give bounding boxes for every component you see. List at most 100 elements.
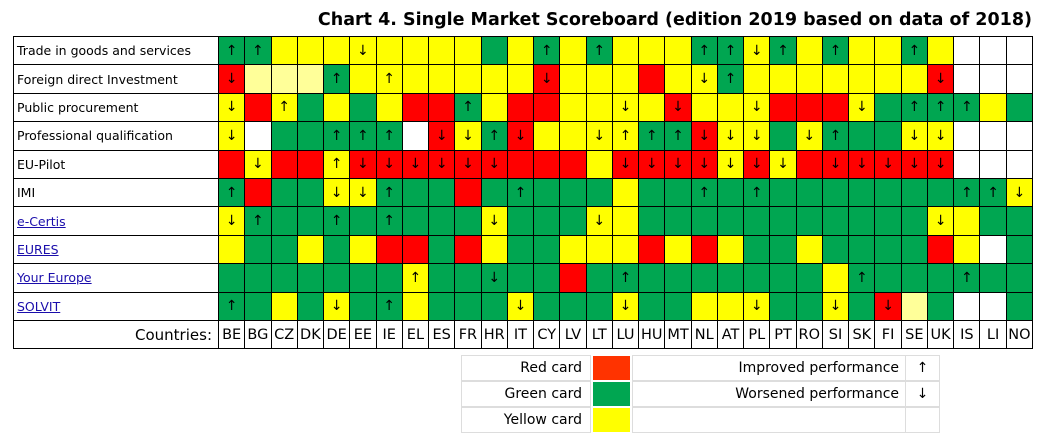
score-cell bbox=[506, 92, 535, 123]
trend-arrow: ↑ bbox=[908, 99, 921, 116]
score-cell bbox=[690, 92, 718, 123]
country-code: ES bbox=[432, 326, 451, 343]
score-cell bbox=[743, 206, 771, 236]
score-cell bbox=[296, 263, 325, 293]
score-cell: ↑ bbox=[375, 206, 403, 236]
score-cell: ↑ bbox=[979, 178, 1007, 208]
score-cell bbox=[979, 263, 1007, 293]
score-cell bbox=[848, 121, 876, 151]
score-cell bbox=[664, 36, 692, 66]
score-cell bbox=[349, 64, 377, 94]
score-cell: ↓ bbox=[664, 92, 692, 123]
country-code: EL bbox=[406, 326, 425, 343]
score-cell: ↓ bbox=[480, 149, 508, 179]
score-cell: ↓ bbox=[506, 121, 535, 151]
country-code: SI bbox=[828, 326, 843, 343]
score-cell: ↑ bbox=[690, 36, 718, 66]
country-code: BG bbox=[247, 326, 269, 343]
trend-arrow: ↑ bbox=[698, 184, 711, 201]
score-cell bbox=[1005, 121, 1033, 151]
score-cell bbox=[1005, 234, 1033, 265]
country-cell: LV bbox=[559, 320, 587, 350]
trend-arrow: ↑ bbox=[225, 184, 238, 201]
score-cell bbox=[401, 36, 430, 66]
row-label-cell: Your Europe bbox=[13, 263, 219, 293]
score-cell bbox=[428, 206, 456, 236]
score-cell: ↓ bbox=[690, 121, 718, 151]
score-cell bbox=[349, 234, 377, 265]
country-code: PT bbox=[774, 326, 792, 343]
trend-arrow: ↑ bbox=[540, 42, 553, 59]
trend-arrow: ↑ bbox=[330, 156, 343, 173]
score-cell bbox=[270, 36, 298, 66]
score-cell: ↓ bbox=[848, 149, 876, 179]
score-cell: ↑ bbox=[323, 64, 351, 94]
score-cell bbox=[559, 92, 587, 123]
trend-arrow: ↓ bbox=[225, 127, 238, 144]
score-cell bbox=[401, 234, 430, 265]
score-cell bbox=[270, 263, 298, 293]
score-cell bbox=[795, 149, 823, 179]
score-cell bbox=[769, 64, 797, 94]
score-cell bbox=[480, 234, 508, 265]
trend-arrow: ↓ bbox=[645, 156, 658, 173]
score-cell bbox=[611, 64, 640, 94]
countries-label-cell: Countries: bbox=[13, 320, 219, 350]
trend-arrow: ↓ bbox=[829, 298, 842, 315]
row-label-cell: e-Certis bbox=[13, 206, 219, 236]
trend-arrow: ↓ bbox=[488, 213, 501, 230]
score-cell bbox=[769, 234, 797, 265]
country-cell: LT bbox=[585, 320, 613, 350]
trend-arrow: ↑ bbox=[225, 298, 238, 315]
trend-arrow: ↓ bbox=[383, 156, 396, 173]
score-cell: ↓ bbox=[874, 291, 902, 321]
score-cell: ↓ bbox=[585, 206, 613, 236]
score-cell bbox=[585, 149, 613, 179]
row-link[interactable]: Your Europe bbox=[17, 270, 92, 286]
country-code: MT bbox=[667, 326, 689, 343]
score-cell bbox=[638, 92, 666, 123]
country-code: FR bbox=[458, 326, 478, 343]
score-cell bbox=[244, 291, 272, 321]
score-cell: ↑ bbox=[454, 92, 482, 123]
score-cell bbox=[874, 178, 902, 208]
trend-arrow: ↑ bbox=[514, 184, 527, 201]
score-cell bbox=[559, 206, 587, 236]
score-cell bbox=[454, 291, 482, 321]
score-cell bbox=[559, 291, 587, 321]
trend-arrow: ↑ bbox=[383, 184, 396, 201]
country-code: DK bbox=[300, 326, 321, 343]
score-cell bbox=[270, 64, 298, 94]
row-label: Trade in goods and services bbox=[17, 43, 191, 59]
row-link[interactable]: e-Certis bbox=[17, 213, 66, 229]
trend-arrow: ↓ bbox=[934, 213, 947, 230]
score-cell bbox=[454, 206, 482, 236]
score-cell: ↑ bbox=[270, 92, 298, 123]
country-cell: LU bbox=[611, 320, 640, 350]
row-link[interactable]: SOLVIT bbox=[17, 298, 61, 314]
country-code: NO bbox=[1008, 326, 1031, 343]
country-cell: RO bbox=[795, 320, 823, 350]
trend-arrow: ↑ bbox=[672, 127, 684, 144]
trend-arrow: ↑ bbox=[357, 127, 369, 144]
score-cell bbox=[480, 178, 508, 208]
row-label-cell: Foreign direct Investment bbox=[13, 64, 219, 94]
score-cell bbox=[900, 234, 928, 265]
score-cell bbox=[926, 234, 955, 265]
country-code: UK bbox=[930, 326, 951, 343]
row-link[interactable]: EURES bbox=[17, 241, 59, 257]
score-cell bbox=[874, 64, 902, 94]
score-cell bbox=[454, 178, 482, 208]
score-cell bbox=[900, 206, 928, 236]
score-cell: ↑ bbox=[611, 121, 640, 151]
country-code: AT bbox=[721, 326, 740, 343]
score-cell bbox=[953, 234, 981, 265]
score-cell bbox=[926, 36, 955, 66]
score-cell bbox=[296, 36, 325, 66]
score-cell bbox=[270, 149, 298, 179]
score-cell bbox=[638, 234, 666, 265]
country-cell: FI bbox=[874, 320, 902, 350]
score-cell bbox=[454, 263, 482, 293]
score-cell: ↑ bbox=[218, 291, 246, 321]
